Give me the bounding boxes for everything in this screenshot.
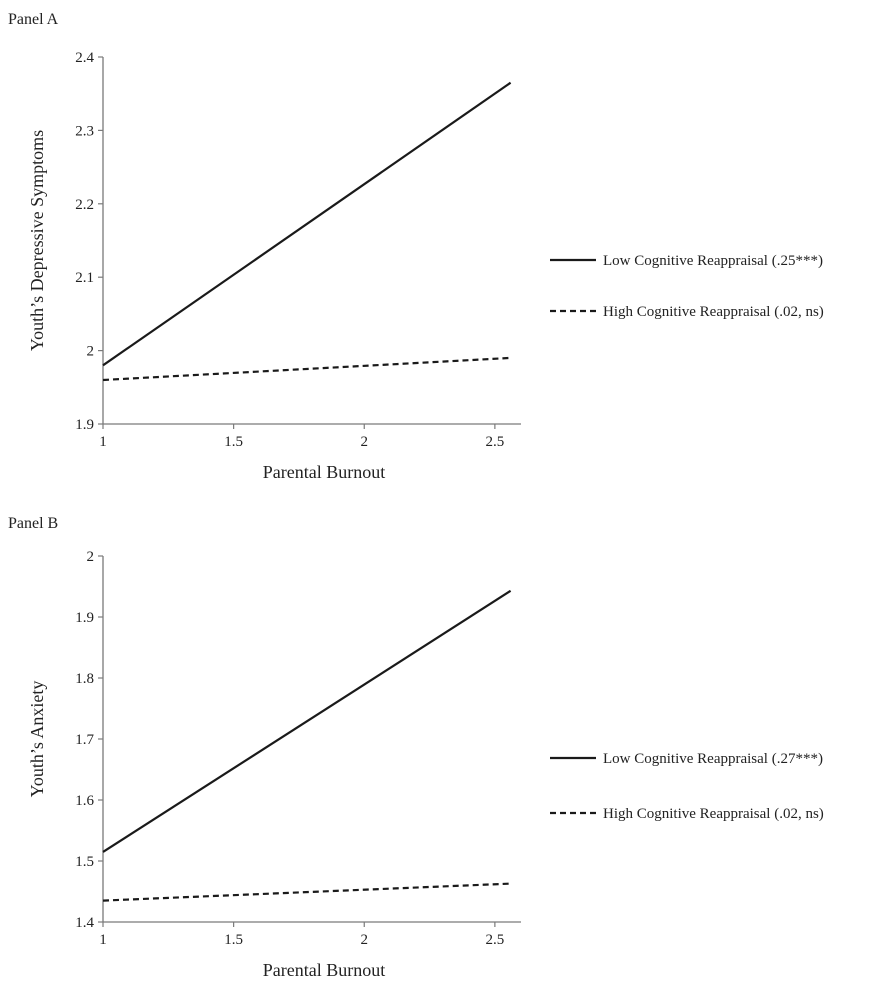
x-tick-label: 2 bbox=[361, 932, 369, 948]
legend-label-high: High Cognitive Reappraisal (.02, ns) bbox=[603, 304, 824, 320]
y-tick-label: 2 bbox=[87, 344, 95, 360]
series-line-high-reappraisal bbox=[102, 882, 511, 902]
x-tick-label: 1.5 bbox=[224, 434, 243, 450]
x-tick-label: 2.5 bbox=[486, 932, 505, 948]
panel-label: Panel B bbox=[8, 515, 58, 532]
legend-label-high: High Cognitive Reappraisal (.02, ns) bbox=[603, 806, 824, 822]
x-tick-label: 2 bbox=[361, 434, 369, 450]
x-tick-label: 1 bbox=[99, 434, 107, 450]
legend-label-low: Low Cognitive Reappraisal (.25***) bbox=[603, 253, 823, 269]
y-axis-title: Youth’s Anxiety bbox=[27, 681, 47, 798]
panel-label: Panel A bbox=[8, 11, 59, 28]
x-axis-title: Parental Burnout bbox=[263, 960, 385, 980]
legend-label-low: Low Cognitive Reappraisal (.27***) bbox=[603, 751, 823, 767]
series-line-low-reappraisal bbox=[102, 81, 512, 367]
x-axis-title: Parental Burnout bbox=[263, 462, 385, 482]
series-line-low-reappraisal bbox=[102, 589, 512, 853]
y-tick-label: 1.9 bbox=[75, 610, 94, 626]
y-tick-label: 2.2 bbox=[75, 197, 94, 213]
y-tick-label: 1.4 bbox=[75, 915, 94, 931]
y-tick-label: 1.5 bbox=[75, 854, 94, 870]
y-tick-label: 1.9 bbox=[75, 417, 94, 433]
chart-panel-b: Panel B 1.4 1.5 1.6 1.7 1.8 1.9 2 1 1.5 2 2.5 Parent… bbox=[8, 515, 824, 980]
x-tick-label: 1.5 bbox=[224, 932, 243, 948]
y-tick-label: 1.6 bbox=[75, 793, 94, 809]
x-tick-label: 1 bbox=[99, 932, 107, 948]
y-axis-title: Youth’s Depressive Symptoms bbox=[27, 130, 47, 351]
y-tick-label: 2.1 bbox=[75, 270, 94, 286]
y-tick-label: 2.4 bbox=[75, 50, 94, 66]
x-tick-label: 2.5 bbox=[486, 434, 505, 450]
y-tick-label: 2.3 bbox=[75, 123, 94, 139]
series-line-high-reappraisal bbox=[102, 356, 511, 382]
chart-panel-a: Panel A 1.9 2 2.1 2.2 2.3 2.4 1 1.5 2 2.5 Parental … bbox=[8, 11, 824, 482]
y-tick-label: 1.8 bbox=[75, 671, 94, 687]
y-tick-label: 2 bbox=[87, 549, 95, 565]
y-tick-label: 1.7 bbox=[75, 732, 94, 748]
